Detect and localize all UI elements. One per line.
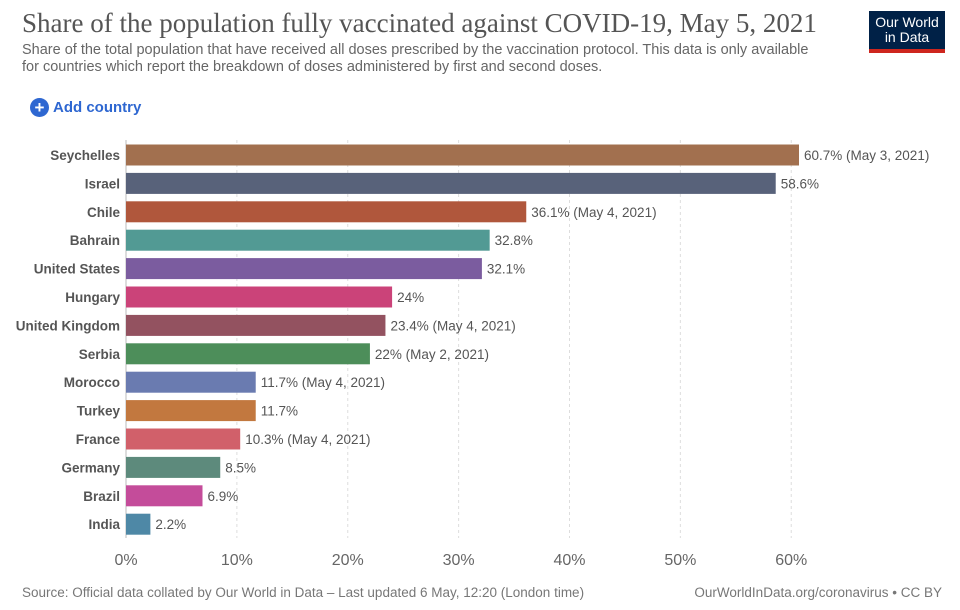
bar-brazil[interactable]	[126, 485, 203, 507]
grid-lines	[125, 140, 792, 538]
bar-united-kingdom[interactable]	[126, 314, 386, 336]
value-label: 2.2%	[155, 517, 186, 532]
bar-united-states[interactable]	[126, 258, 482, 280]
category-label[interactable]: Seychelles	[50, 148, 120, 163]
bars	[126, 144, 799, 535]
category-label[interactable]: Germany	[61, 460, 120, 475]
logo-line-2: in Data	[884, 29, 930, 45]
bar-morocco[interactable]	[126, 371, 256, 393]
owid-logo[interactable]: Our World in Data	[869, 11, 945, 53]
value-label: 11.7% (May 4, 2021)	[261, 375, 385, 390]
site-credit[interactable]: OurWorldInData.org/coronavirus • CC BY	[694, 585, 942, 600]
value-label: 36.1% (May 4, 2021)	[531, 205, 656, 220]
category-label[interactable]: United States	[34, 262, 120, 277]
value-label: 23.4% (May 4, 2021)	[390, 318, 515, 333]
bar-chart: Seychelles Israel Chile Bahrain United State…	[16, 140, 929, 569]
value-label: 24%	[397, 290, 424, 305]
logo-line-1: Our World	[875, 14, 939, 30]
bar-israel[interactable]	[126, 172, 776, 194]
category-label[interactable]: Morocco	[64, 375, 120, 390]
category-label[interactable]: Israel	[85, 176, 120, 191]
add-country-label: Add country	[53, 99, 142, 116]
category-label[interactable]: Hungary	[65, 290, 120, 305]
value-label: 32.8%	[495, 233, 533, 248]
x-tick-label: 40%	[553, 552, 585, 569]
bar-bahrain[interactable]	[126, 229, 490, 251]
category-label[interactable]: Chile	[87, 205, 120, 220]
bar-chile[interactable]	[126, 201, 527, 223]
category-label[interactable]: Brazil	[83, 489, 120, 504]
x-tick-label: 20%	[332, 552, 364, 569]
x-tick-label: 10%	[221, 552, 253, 569]
plus-circle-icon: +	[30, 98, 49, 117]
bar-turkey[interactable]	[126, 400, 256, 422]
x-tick-label: 30%	[443, 552, 475, 569]
value-labels: 60.7% (May 3, 2021) 58.6% 36.1% (May 4, 20…	[155, 148, 929, 532]
bar-seychelles[interactable]	[126, 144, 799, 166]
bar-serbia[interactable]	[126, 343, 370, 365]
value-label: 6.9%	[208, 489, 239, 504]
chart-subtitle: Share of the total population that have …	[22, 42, 809, 75]
value-label: 58.6%	[781, 176, 819, 191]
add-country-button[interactable]: + Add country	[30, 98, 141, 117]
bar-germany[interactable]	[126, 456, 221, 478]
x-tick-label: 60%	[775, 552, 807, 569]
value-label: 10.3% (May 4, 2021)	[245, 432, 370, 447]
category-label[interactable]: Turkey	[77, 404, 121, 419]
bar-india[interactable]	[126, 513, 151, 535]
value-label: 22% (May 2, 2021)	[375, 347, 489, 362]
value-label: 32.1%	[487, 262, 525, 277]
category-label[interactable]: France	[76, 432, 121, 447]
x-axis-ticks: 0% 10% 20% 30% 40% 50% 60%	[114, 552, 807, 569]
bar-hungary[interactable]	[126, 286, 393, 308]
category-labels: Seychelles Israel Chile Bahrain United State…	[16, 148, 121, 532]
value-label: 60.7% (May 3, 2021)	[804, 148, 929, 163]
value-label: 11.7%	[261, 404, 298, 419]
category-label[interactable]: Bahrain	[70, 233, 120, 248]
x-tick-label: 50%	[664, 552, 696, 569]
category-label[interactable]: India	[88, 517, 120, 532]
bar-france[interactable]	[126, 428, 241, 450]
value-label: 8.5%	[225, 460, 256, 475]
category-label[interactable]: United Kingdom	[16, 318, 120, 333]
source-note: Source: Official data collated by Our Wo…	[22, 585, 585, 600]
x-tick-label: 0%	[114, 552, 137, 569]
category-label[interactable]: Serbia	[79, 347, 121, 362]
chart-title: Share of the population fully vaccinated…	[22, 8, 817, 38]
